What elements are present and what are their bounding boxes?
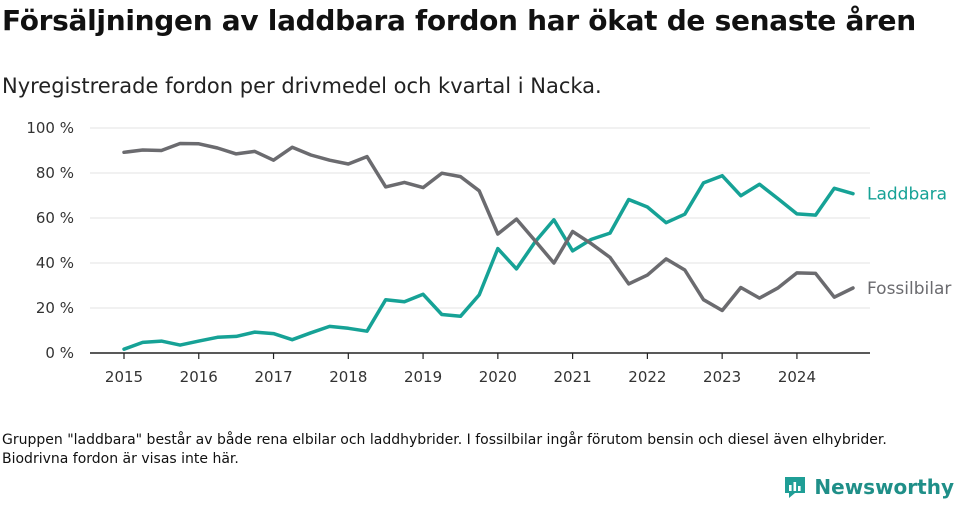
series-line-laddbara: [122, 173, 855, 351]
series-label-laddbara: Laddbara: [867, 185, 947, 205]
x-tick-label: 2016: [180, 368, 218, 386]
x-tick-label: 2015: [105, 368, 143, 386]
bar-chart-logo-icon: [785, 477, 806, 498]
line-chart: 0 % 20 % 40 % 60 % 80 % 100 % 2015 2016 2017 2018…: [26, 119, 951, 386]
chart-title: Försäljningen av laddbara fordon har öka…: [2, 4, 916, 37]
x-tick-label: 2022: [628, 368, 666, 386]
y-tick-label: 80 %: [36, 164, 74, 182]
series-line-fossilbilar: [122, 141, 855, 313]
y-tick-label: 60 %: [36, 209, 74, 227]
x-tick-label: 2019: [404, 368, 442, 386]
x-tick-label: 2017: [254, 368, 292, 386]
chart-subtitle: Nyregistrerade fordon per drivmedel och …: [2, 74, 602, 98]
x-tick-label: 2023: [703, 368, 741, 386]
y-tick-label: 40 %: [36, 254, 74, 272]
brand-name: Newsworthy: [814, 475, 954, 499]
y-tick-label: 100 %: [26, 119, 74, 137]
y-tick-label: 20 %: [36, 299, 74, 317]
x-tick-label: 2020: [479, 368, 517, 386]
footnote: Gruppen "laddbara" består av både rena e…: [2, 432, 887, 467]
x-tick-label: 2021: [554, 368, 592, 386]
y-tick-label: 0 %: [45, 344, 74, 362]
brand-logo: Newsworthy: [782, 474, 954, 500]
series-label-fossilbilar: Fossilbilar: [867, 279, 951, 299]
x-tick-label: 2018: [329, 368, 367, 386]
x-tick-label: 2024: [778, 368, 816, 386]
